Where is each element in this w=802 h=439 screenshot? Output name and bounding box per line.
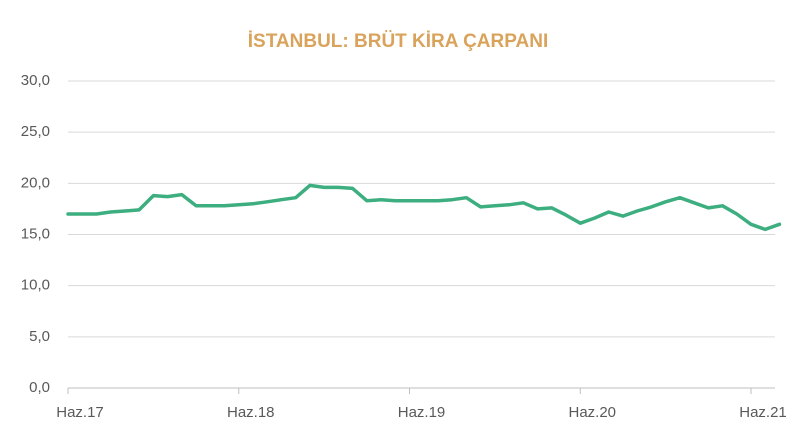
x-tick-label: Haz.21: [739, 404, 787, 421]
y-tick-label: 25,0: [21, 123, 50, 140]
x-tick-label: Haz.19: [398, 404, 446, 421]
x-tick-label: Haz.18: [227, 404, 275, 421]
y-tick-label: 20,0: [21, 174, 50, 191]
chart-title: İSTANBUL: BRÜT KİRA ÇARPANI: [248, 31, 548, 52]
y-tick-label: 30,0: [21, 72, 50, 89]
x-tick-label: Haz.17: [56, 404, 104, 421]
x-tick-label: Haz.20: [568, 404, 616, 421]
data-line: [66, 183, 782, 232]
y-tick-label: 0,0: [29, 379, 50, 396]
y-tick-label: 5,0: [29, 328, 50, 345]
y-tick-label: 15,0: [21, 225, 50, 242]
y-tick-label: 10,0: [21, 277, 50, 294]
